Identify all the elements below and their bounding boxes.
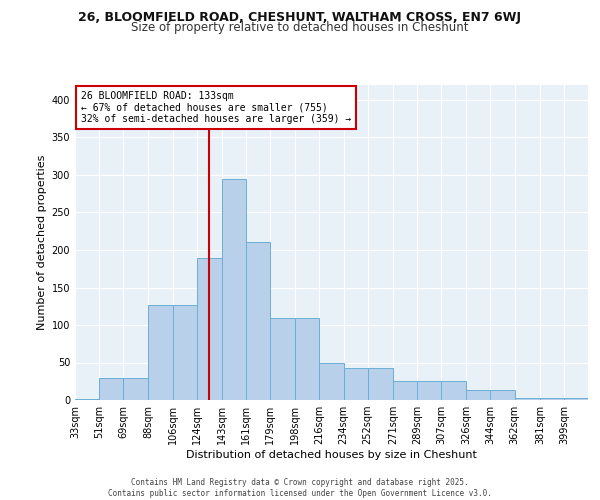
Bar [123,378,148,400]
Bar [564,398,588,400]
Bar [466,390,490,400]
Y-axis label: Number of detached properties: Number of detached properties [37,155,47,330]
Bar [441,381,466,400]
Bar [515,398,540,400]
Bar [246,242,270,400]
Bar [270,318,295,400]
Bar [75,398,99,400]
Bar [295,318,319,400]
Bar [393,381,417,400]
Text: Contains HM Land Registry data © Crown copyright and database right 2025.
Contai: Contains HM Land Registry data © Crown c… [108,478,492,498]
Text: 26, BLOOMFIELD ROAD, CHESHUNT, WALTHAM CROSS, EN7 6WJ: 26, BLOOMFIELD ROAD, CHESHUNT, WALTHAM C… [79,11,521,24]
Bar [197,258,222,400]
Bar [368,368,393,400]
X-axis label: Distribution of detached houses by size in Cheshunt: Distribution of detached houses by size … [186,450,477,460]
Bar [173,304,197,400]
Bar [417,381,441,400]
Bar [540,398,564,400]
Text: Size of property relative to detached houses in Cheshunt: Size of property relative to detached ho… [131,22,469,35]
Bar [344,368,368,400]
Bar [319,362,344,400]
Bar [148,304,173,400]
Bar [99,378,123,400]
Text: 26 BLOOMFIELD ROAD: 133sqm
← 67% of detached houses are smaller (755)
32% of sem: 26 BLOOMFIELD ROAD: 133sqm ← 67% of deta… [80,90,351,124]
Bar [490,390,515,400]
Bar [222,178,246,400]
